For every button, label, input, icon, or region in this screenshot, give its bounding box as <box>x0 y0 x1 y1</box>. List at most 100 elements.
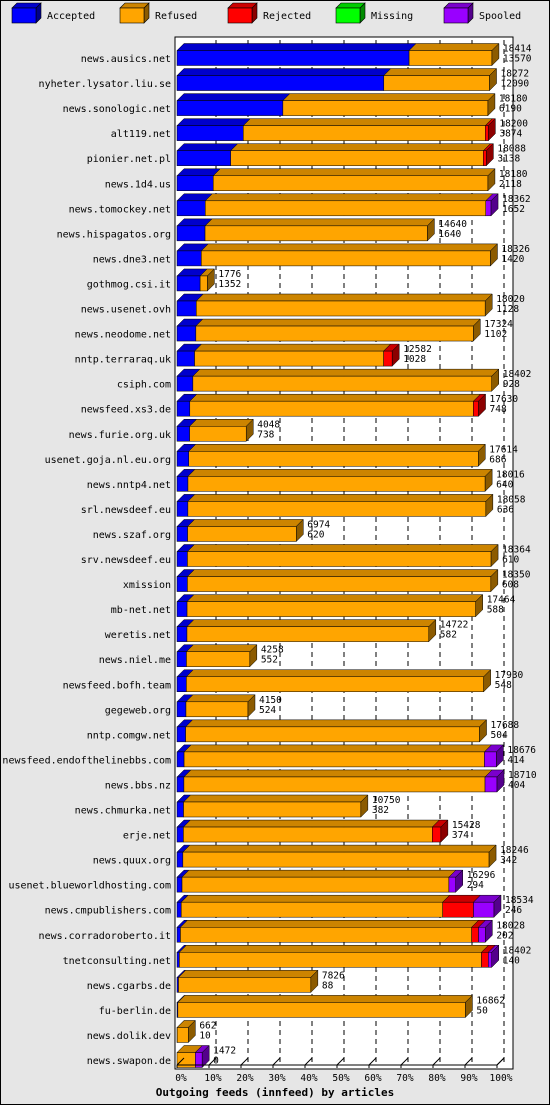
bar-refused <box>205 200 486 217</box>
offered-value: 15428 <box>452 820 481 831</box>
accepted-value: 1640 <box>438 229 461 240</box>
bar-accepted <box>176 751 185 768</box>
bar-rejected <box>473 400 479 417</box>
bar-spooled <box>478 927 486 943</box>
host-label: xmission <box>123 580 171 591</box>
bar-accepted <box>176 651 187 667</box>
host-label: news.cmpublishers.com <box>45 906 171 917</box>
offered-value: 6974 <box>307 519 330 530</box>
bar-accepted <box>176 451 189 467</box>
bar-accepted <box>176 826 184 843</box>
bar-accepted <box>176 676 187 692</box>
bar-refused <box>408 50 493 66</box>
offered-value: 662 <box>199 1020 216 1031</box>
host-label: srv.newsdeef.eu <box>81 555 171 566</box>
bar-top-refused <box>192 368 500 377</box>
bar-side <box>245 418 254 442</box>
offered-value: 18402 <box>503 369 532 380</box>
legend: Accepted Refused Rejected Missing Spooled <box>11 2 521 24</box>
bar-refused <box>186 676 484 692</box>
bar-refused <box>180 927 472 943</box>
bar-side <box>491 368 499 392</box>
offered-value: 17464 <box>487 595 516 606</box>
bar-top-refused <box>180 894 451 903</box>
bar-top-refused <box>179 920 480 928</box>
bar-accepted <box>176 300 197 317</box>
offered-value: 16862 <box>476 995 505 1006</box>
offered-value: 17324 <box>484 319 513 330</box>
x-tick-mark <box>496 1057 505 1066</box>
bar-top-accepted <box>176 118 251 126</box>
legend-label: Rejected <box>263 11 311 22</box>
host-label: news.sonologic.net <box>63 104 171 115</box>
x-tick-label: 70% <box>396 1073 413 1084</box>
bar-refused <box>195 325 474 342</box>
accepted-value: 294 <box>467 880 484 891</box>
x-axis: 0% 10% 20% 30% 40% 50% 60% 70% 80% 90% 100% <box>175 1057 513 1084</box>
bar-refused <box>204 225 428 242</box>
legend-label: Missing <box>371 11 413 22</box>
x-tick-mark <box>400 1057 409 1066</box>
accepted-value: 342 <box>500 855 517 866</box>
bar-top-refused <box>185 644 258 652</box>
offered-value: 18676 <box>507 745 536 756</box>
accepted-value: 640 <box>496 479 513 490</box>
bar-top-accepted <box>176 68 392 76</box>
bar-top-refused <box>189 393 482 402</box>
bar-accepted <box>176 250 202 267</box>
host-label: newsfeed.xs3.de <box>81 405 171 416</box>
bar-accepted <box>176 876 183 893</box>
bar-refused <box>182 851 490 868</box>
accepted-value: 2118 <box>499 179 522 190</box>
bar-spooled <box>473 901 495 918</box>
bar-top-refused <box>186 544 499 552</box>
bar-refused <box>192 375 492 392</box>
bar-accepted <box>176 526 188 542</box>
bar-spooled <box>488 952 492 968</box>
accepted-value: 3874 <box>499 129 522 140</box>
offered-value: 18020 <box>496 294 525 305</box>
accepted-value: 548 <box>495 680 512 691</box>
offered-value: 14640 <box>438 219 467 230</box>
bar-side <box>488 844 497 868</box>
accepted-value: 504 <box>491 730 508 741</box>
bar-side <box>488 118 496 142</box>
host-label: gegeweb.org <box>105 705 171 716</box>
accepted-value: 588 <box>487 605 504 616</box>
accepted-value: 1352 <box>218 279 241 290</box>
bar-accepted <box>176 476 189 492</box>
x-tick-label: 90% <box>460 1073 477 1084</box>
legend-swatch-top <box>119 2 150 9</box>
offered-value: 10750 <box>372 795 401 806</box>
host-label: news.ausics.net <box>81 54 171 65</box>
bar-side <box>455 869 463 893</box>
bar-accepted <box>176 125 244 141</box>
bar-side <box>491 42 500 67</box>
host-label: news.nntp4.net <box>87 480 171 491</box>
offered-value: 18016 <box>496 469 525 480</box>
bar-top-refused <box>186 594 484 602</box>
bar-refused <box>194 350 384 367</box>
offered-value: 18200 <box>499 119 528 130</box>
bar-accepted <box>176 576 188 592</box>
bar-accepted <box>176 501 189 517</box>
host-label: gothmog.csi.it <box>87 279 171 290</box>
bar-side <box>473 318 481 342</box>
bar-rejected <box>432 826 442 843</box>
host-label: news.chmurka.net <box>75 806 171 817</box>
bar-refused <box>187 551 492 567</box>
bar-side <box>490 543 499 568</box>
bar-top-accepted <box>176 93 291 101</box>
bar-accepted <box>176 175 214 191</box>
bar-top-refused <box>177 995 473 1003</box>
offered-value: 18272 <box>501 69 530 80</box>
host-label: newsfeed.endofthelinebbs.com <box>2 755 171 766</box>
bar-refused <box>181 876 450 893</box>
